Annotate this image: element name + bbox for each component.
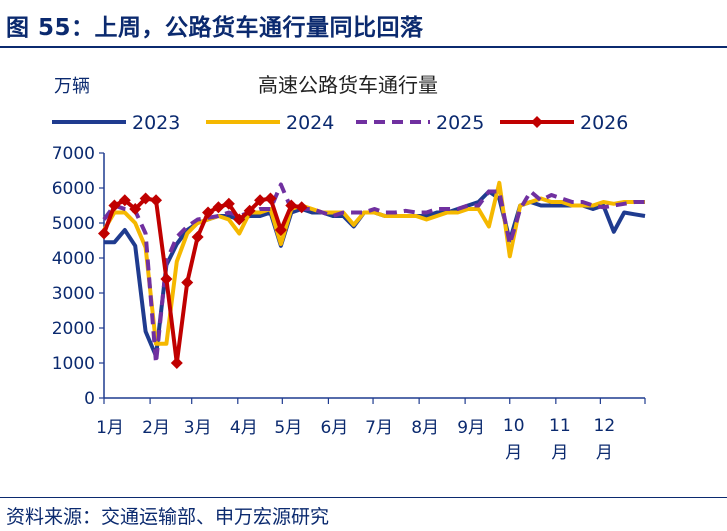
series-line-2024 bbox=[102, 180, 645, 346]
x-tick-label: 10 bbox=[503, 416, 525, 436]
y-tick-label: 4000 bbox=[52, 249, 95, 269]
data-point-2026 bbox=[222, 197, 235, 210]
source-divider bbox=[0, 497, 727, 498]
title-divider bbox=[0, 46, 727, 48]
data-point-2026 bbox=[170, 357, 183, 369]
x-tick-label-unit: 月 bbox=[596, 443, 613, 463]
data-point-2026 bbox=[181, 276, 194, 289]
x-tick-label: 12 bbox=[594, 416, 616, 436]
x-tick-label: 7月 bbox=[365, 418, 393, 438]
y-tick-label: 2000 bbox=[52, 319, 95, 339]
plot-area bbox=[98, 180, 646, 369]
y-tick-label: 5000 bbox=[52, 214, 95, 234]
data-point-2026 bbox=[274, 224, 287, 236]
x-tick-label: 8月 bbox=[411, 418, 439, 438]
x-tick-label: 9月 bbox=[457, 418, 485, 438]
data-point-2026 bbox=[285, 199, 298, 212]
x-tick-label: 5月 bbox=[274, 418, 302, 438]
y-tick-label: 3000 bbox=[52, 284, 95, 304]
legend-label-2023: 2023 bbox=[132, 112, 180, 134]
figure-title: 图 55：上周，公路货车通行量同比回落 bbox=[6, 15, 424, 41]
y-tick-label: 0 bbox=[84, 389, 95, 409]
data-point-2026 bbox=[150, 194, 163, 207]
x-tick-label: 4月 bbox=[230, 418, 258, 438]
y-axis: 0 1000 2000 3000 4000 5000 6000 7000 bbox=[52, 144, 105, 409]
series-line-2025 bbox=[102, 182, 645, 365]
legend: 2023 2024 2025 2026 bbox=[52, 112, 628, 134]
data-point-2026 bbox=[243, 204, 256, 217]
data-point-2026 bbox=[233, 213, 246, 226]
x-axis: 1月 2月 3月 4月 5月 6月 7月 8月 9月 10 月 11 月 12 月 bbox=[96, 397, 646, 463]
data-point-2026 bbox=[108, 199, 121, 212]
legend-label-2025: 2025 bbox=[436, 112, 484, 134]
data-point-2026 bbox=[129, 203, 142, 215]
y-tick-label: 6000 bbox=[52, 179, 95, 199]
x-tick-label-unit: 月 bbox=[551, 443, 568, 463]
legend-marker-2026 bbox=[531, 116, 543, 128]
source-note: 资料来源：交通运输部、申万宏源研究 bbox=[6, 506, 330, 528]
y-axis-unit-label: 万辆 bbox=[54, 76, 90, 97]
x-tick-label: 3月 bbox=[184, 418, 212, 438]
x-tick-label: 2月 bbox=[142, 418, 170, 438]
x-tick-label: 6月 bbox=[320, 418, 348, 438]
legend-label-2026: 2026 bbox=[580, 112, 628, 134]
line-chart: 高速公路货车通行量 万辆 2023 2024 2025 2026 0 1000 2000 3… bbox=[52, 73, 646, 463]
data-point-2026 bbox=[98, 227, 110, 240]
data-point-2026 bbox=[254, 194, 267, 207]
y-tick-label: 7000 bbox=[52, 144, 95, 164]
x-tick-label: 1月 bbox=[96, 418, 124, 438]
data-point-2026 bbox=[191, 231, 204, 243]
data-point-2026 bbox=[212, 201, 225, 214]
data-point-2026 bbox=[160, 273, 173, 285]
data-point-2026 bbox=[139, 192, 152, 205]
legend-label-2024: 2024 bbox=[286, 112, 334, 134]
data-point-2026 bbox=[202, 206, 215, 219]
x-tick-label-unit: 月 bbox=[505, 443, 522, 463]
x-tick-label: 11 bbox=[549, 416, 571, 436]
series-line-2023 bbox=[104, 189, 646, 358]
data-point-2026 bbox=[295, 201, 308, 214]
data-point-2026 bbox=[264, 192, 277, 205]
y-tick-label: 1000 bbox=[52, 354, 95, 374]
chart-title: 高速公路货车通行量 bbox=[258, 73, 438, 97]
data-point-2026 bbox=[118, 194, 131, 207]
